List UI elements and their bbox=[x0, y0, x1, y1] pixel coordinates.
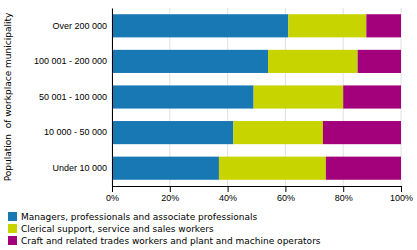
x-tick: 80% bbox=[335, 186, 353, 203]
y-tick: 50 001 - 100 000 bbox=[39, 92, 112, 102]
y-tick-label: 10 000 - 50 000 bbox=[44, 127, 107, 137]
x-tick-mark bbox=[112, 186, 113, 192]
x-tick-label: 80% bbox=[335, 193, 353, 203]
bar-segment bbox=[343, 85, 401, 108]
legend-item: Craft and related trades workers and pla… bbox=[8, 236, 321, 246]
y-tick-label: 50 001 - 100 000 bbox=[39, 92, 107, 102]
x-tick-label: 40% bbox=[219, 193, 237, 203]
chart-svg: 0% 20% 40% 60% 80% 100% Over 200 000 100 001 - … bbox=[0, 0, 417, 250]
bar-segment bbox=[366, 14, 401, 37]
legend-label: Clerical support, service and sales work… bbox=[21, 224, 214, 234]
bar-segment bbox=[323, 121, 401, 144]
plot-area: 0% 20% 40% 60% 80% 100% Over 200 000 100 001 - … bbox=[34, 8, 413, 203]
bar-segment bbox=[112, 85, 254, 108]
x-tick-mark bbox=[285, 186, 286, 192]
bar-segment bbox=[112, 14, 288, 37]
x-tick: 100% bbox=[390, 186, 413, 203]
x-tick-label: 20% bbox=[161, 193, 179, 203]
x-tick: 0% bbox=[106, 186, 119, 203]
bar-segment bbox=[358, 50, 401, 73]
bar-segment bbox=[268, 50, 358, 73]
series-group bbox=[323, 14, 401, 180]
x-tick-label: 100% bbox=[390, 193, 413, 203]
legend-item: Clerical support, service and sales work… bbox=[8, 224, 214, 234]
y-axis-title: Population of workplace municipality bbox=[3, 12, 13, 181]
y-tick-label: Under 10 000 bbox=[52, 163, 107, 173]
grid bbox=[112, 8, 401, 186]
y-tick-label: Over 200 000 bbox=[52, 21, 107, 31]
y-axis-line bbox=[112, 9, 113, 187]
x-tick: 40% bbox=[219, 186, 237, 203]
bars bbox=[112, 14, 401, 180]
bar-segment bbox=[254, 85, 344, 108]
x-tick-label: 60% bbox=[277, 193, 295, 203]
y-tick: Under 10 000 bbox=[52, 163, 112, 173]
grid-line bbox=[112, 8, 113, 186]
chart-container: 0% 20% 40% 60% 80% 100% Over 200 000 100 001 - … bbox=[0, 0, 417, 250]
bar-segment bbox=[219, 157, 326, 180]
legend: Managers, professionals and associate pr… bbox=[8, 212, 321, 246]
y-axis: Over 200 000 100 001 - 200 000 50 001 - 10… bbox=[34, 9, 113, 187]
bar-segment bbox=[288, 14, 366, 37]
x-tick-mark bbox=[228, 186, 229, 192]
bar-segment bbox=[112, 50, 268, 73]
legend-item: Managers, professionals and associate pr… bbox=[8, 212, 258, 222]
bar-segment bbox=[326, 157, 401, 180]
bar-segment bbox=[112, 157, 219, 180]
y-tick: 10 000 - 50 000 bbox=[44, 127, 112, 137]
bar-segment bbox=[112, 121, 233, 144]
y-tick: 100 001 - 200 000 bbox=[34, 56, 112, 66]
y-tick-label: 100 001 - 200 000 bbox=[34, 56, 107, 66]
x-tick-mark bbox=[170, 186, 171, 192]
x-axis-line bbox=[113, 187, 402, 193]
legend-swatch bbox=[8, 236, 17, 245]
x-axis: 0% 20% 40% 60% 80% 100% bbox=[106, 186, 413, 203]
x-tick: 60% bbox=[277, 186, 295, 203]
bar-segment bbox=[233, 121, 323, 144]
y-tick: Over 200 000 bbox=[52, 21, 112, 31]
x-tick: 20% bbox=[161, 186, 179, 203]
legend-swatch bbox=[8, 224, 17, 233]
x-tick-label: 0% bbox=[106, 193, 119, 203]
legend-label: Craft and related trades workers and pla… bbox=[21, 236, 321, 246]
legend-swatch bbox=[8, 212, 17, 221]
x-tick-mark bbox=[401, 186, 402, 192]
x-tick-mark bbox=[343, 186, 344, 192]
legend-label: Managers, professionals and associate pr… bbox=[21, 212, 258, 222]
